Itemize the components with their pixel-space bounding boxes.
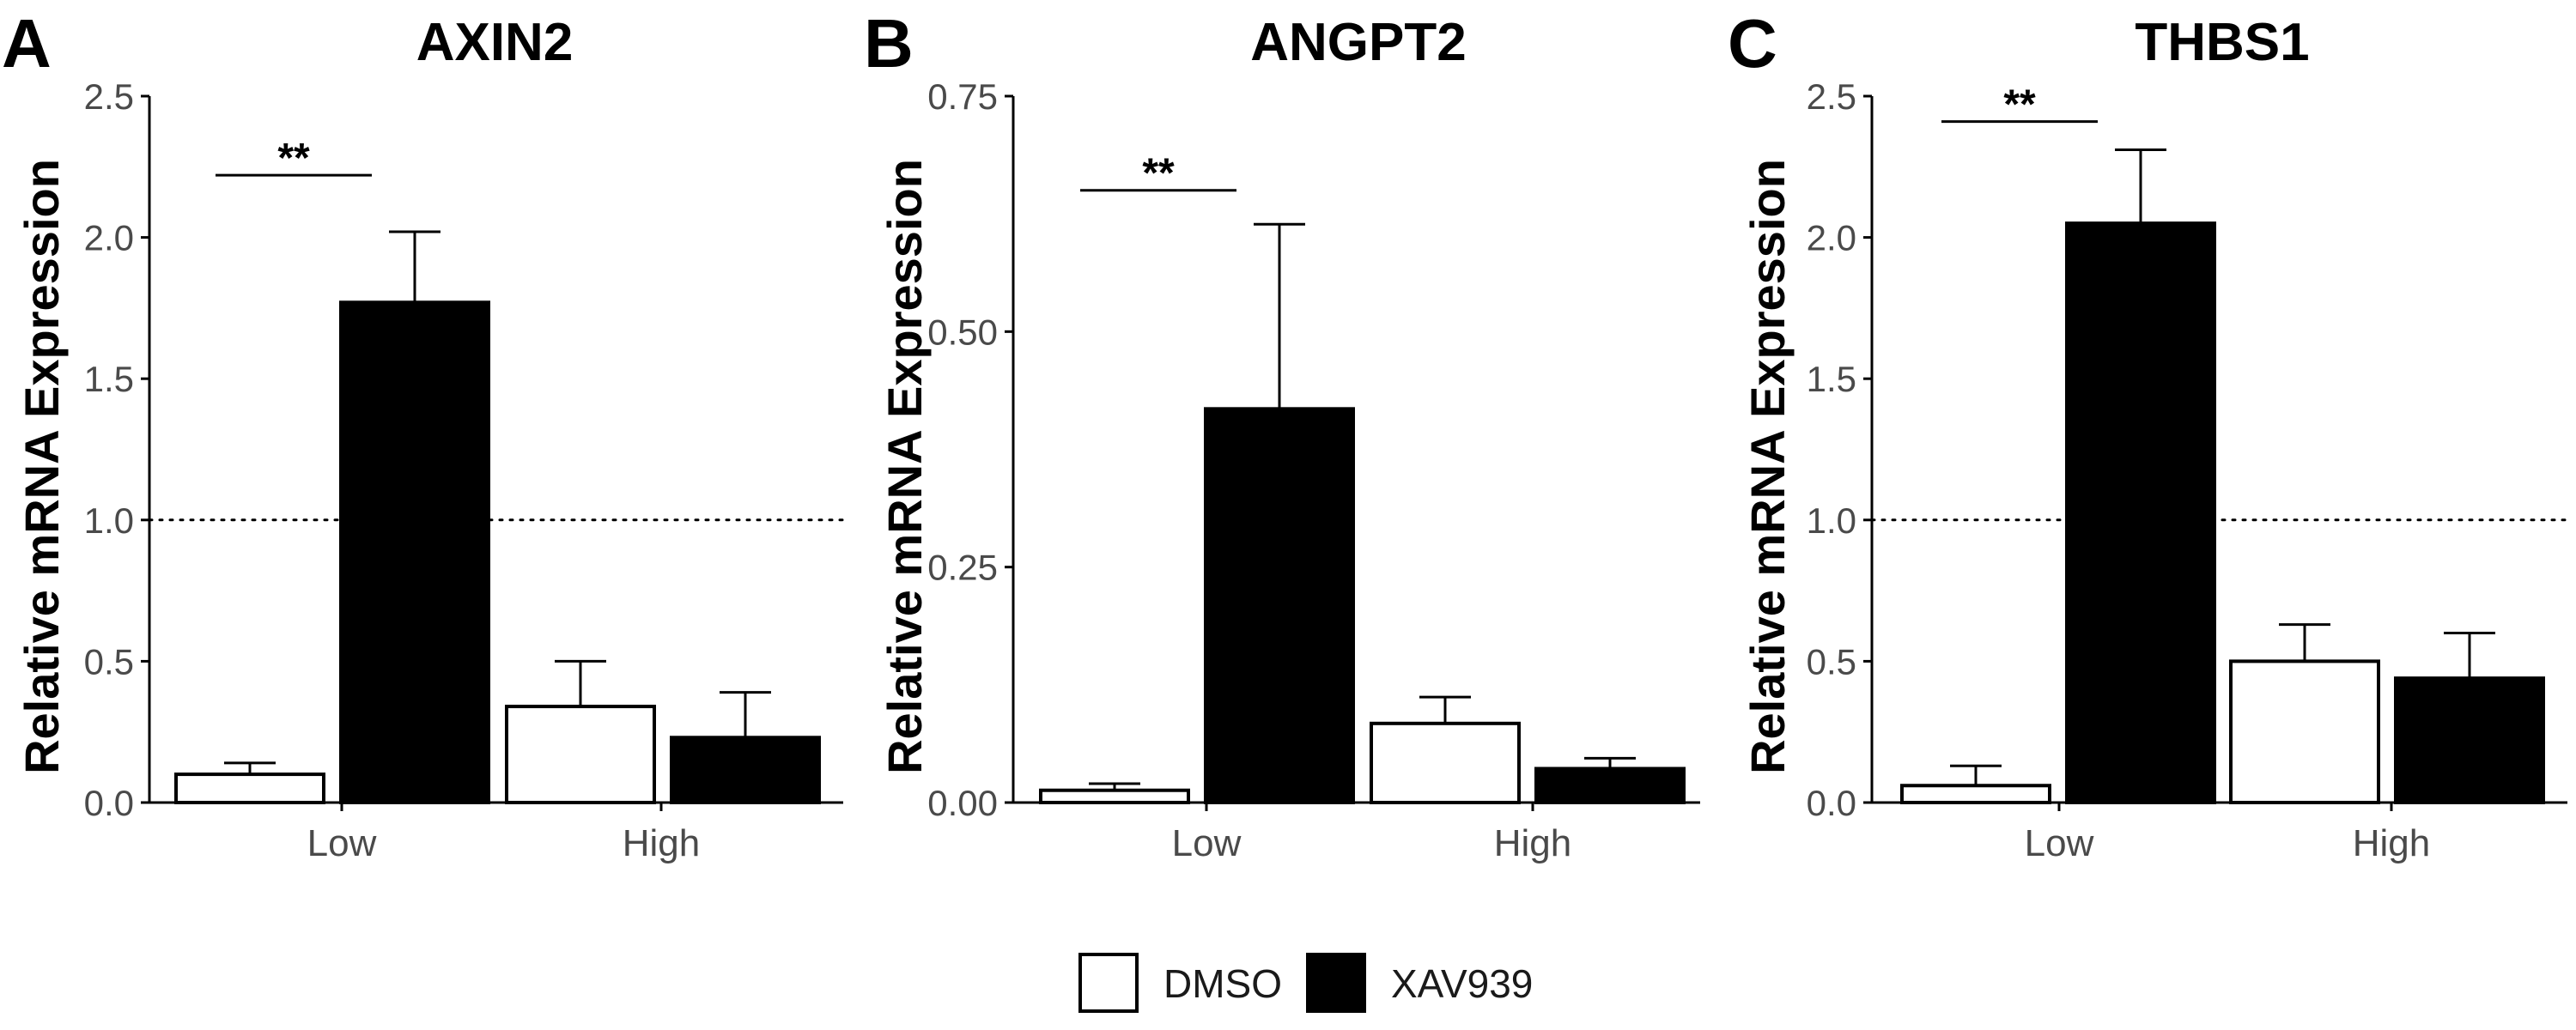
y-tick-label: 2.0 (84, 218, 134, 258)
bar-dmso-low (1039, 788, 1190, 805)
y-tick-label: 0.00 (927, 783, 998, 823)
panel-b: B ANGPT2 Relative mRNA Expression 0.00 0.25 0… (864, 5, 1700, 864)
bar-dmso-low (174, 772, 325, 805)
bar-dmso-high (505, 705, 656, 805)
legend-label-dmso: DMSO (1163, 961, 1282, 1006)
y-tick-label: 1.0 (84, 500, 134, 541)
bar-xav939-high (2394, 676, 2545, 804)
bar-xav939-low (1204, 407, 1355, 804)
y-axis-label: Relative mRNA Expression (878, 159, 932, 774)
panel-letter: A (2, 5, 52, 82)
significance-label: ** (277, 136, 310, 181)
panel-title: ANGPT2 (1250, 13, 1466, 72)
legend-swatch-dmso (1078, 953, 1139, 1013)
legend-label-xav939: XAV939 (1391, 961, 1533, 1006)
y-tick-label: 0.5 (84, 641, 134, 682)
bar-xav939-low (339, 300, 490, 805)
bar-xav939-high (1534, 766, 1686, 804)
x-tick-label: High (2353, 822, 2431, 864)
bar-dmso-high (1370, 721, 1521, 804)
legend-swatch-xav939 (1306, 953, 1366, 1013)
y-tick-label: 1.5 (1807, 359, 1856, 399)
x-tick-label: High (623, 822, 701, 864)
significance-label: ** (2003, 82, 2036, 128)
y-tick-label: 2.5 (1807, 76, 1856, 117)
significance-label: ** (1142, 151, 1175, 197)
panel-letter: C (1728, 5, 1777, 82)
bar-dmso-low (1900, 784, 2051, 804)
y-tick-label: 0.0 (1807, 783, 1856, 823)
bar-xav939-low (2065, 221, 2216, 804)
legend: DMSO XAV939 (1078, 953, 1533, 1013)
y-tick-label: 0.25 (927, 548, 998, 588)
y-tick-label: 2.0 (1807, 218, 1856, 258)
panel-a: A AXIN2 Relative mRNA Expression 0.0 0.5 1.0 1… (2, 5, 845, 864)
panel-title: THBS1 (2135, 13, 2309, 72)
x-tick-label: Low (307, 822, 377, 864)
y-axis-label: Relative mRNA Expression (1741, 159, 1795, 774)
y-tick-label: 0.0 (84, 783, 134, 823)
y-axis-label: Relative mRNA Expression (15, 159, 69, 774)
y-tick-label: 0.50 (927, 312, 998, 352)
x-tick-label: High (1494, 822, 1572, 864)
y-tick-label: 1.0 (1807, 500, 1856, 541)
x-tick-label: Low (2025, 822, 2094, 864)
bar-dmso-high (2229, 659, 2380, 805)
x-tick-label: Low (1172, 822, 1242, 864)
panel-c: C THBS1 Relative mRNA Expression 0.0 0.5 1.0 1… (1728, 5, 2569, 864)
panel-title: AXIN2 (416, 13, 574, 72)
bar-xav939-high (670, 736, 821, 804)
panel-letter: B (864, 5, 914, 82)
y-tick-label: 0.75 (927, 76, 998, 117)
panels: A AXIN2 Relative mRNA Expression 0.0 0.5 1.0 1… (2, 5, 2569, 864)
y-tick-label: 1.5 (84, 359, 134, 399)
y-tick-label: 0.5 (1807, 641, 1856, 682)
y-tick-label: 2.5 (84, 76, 134, 117)
